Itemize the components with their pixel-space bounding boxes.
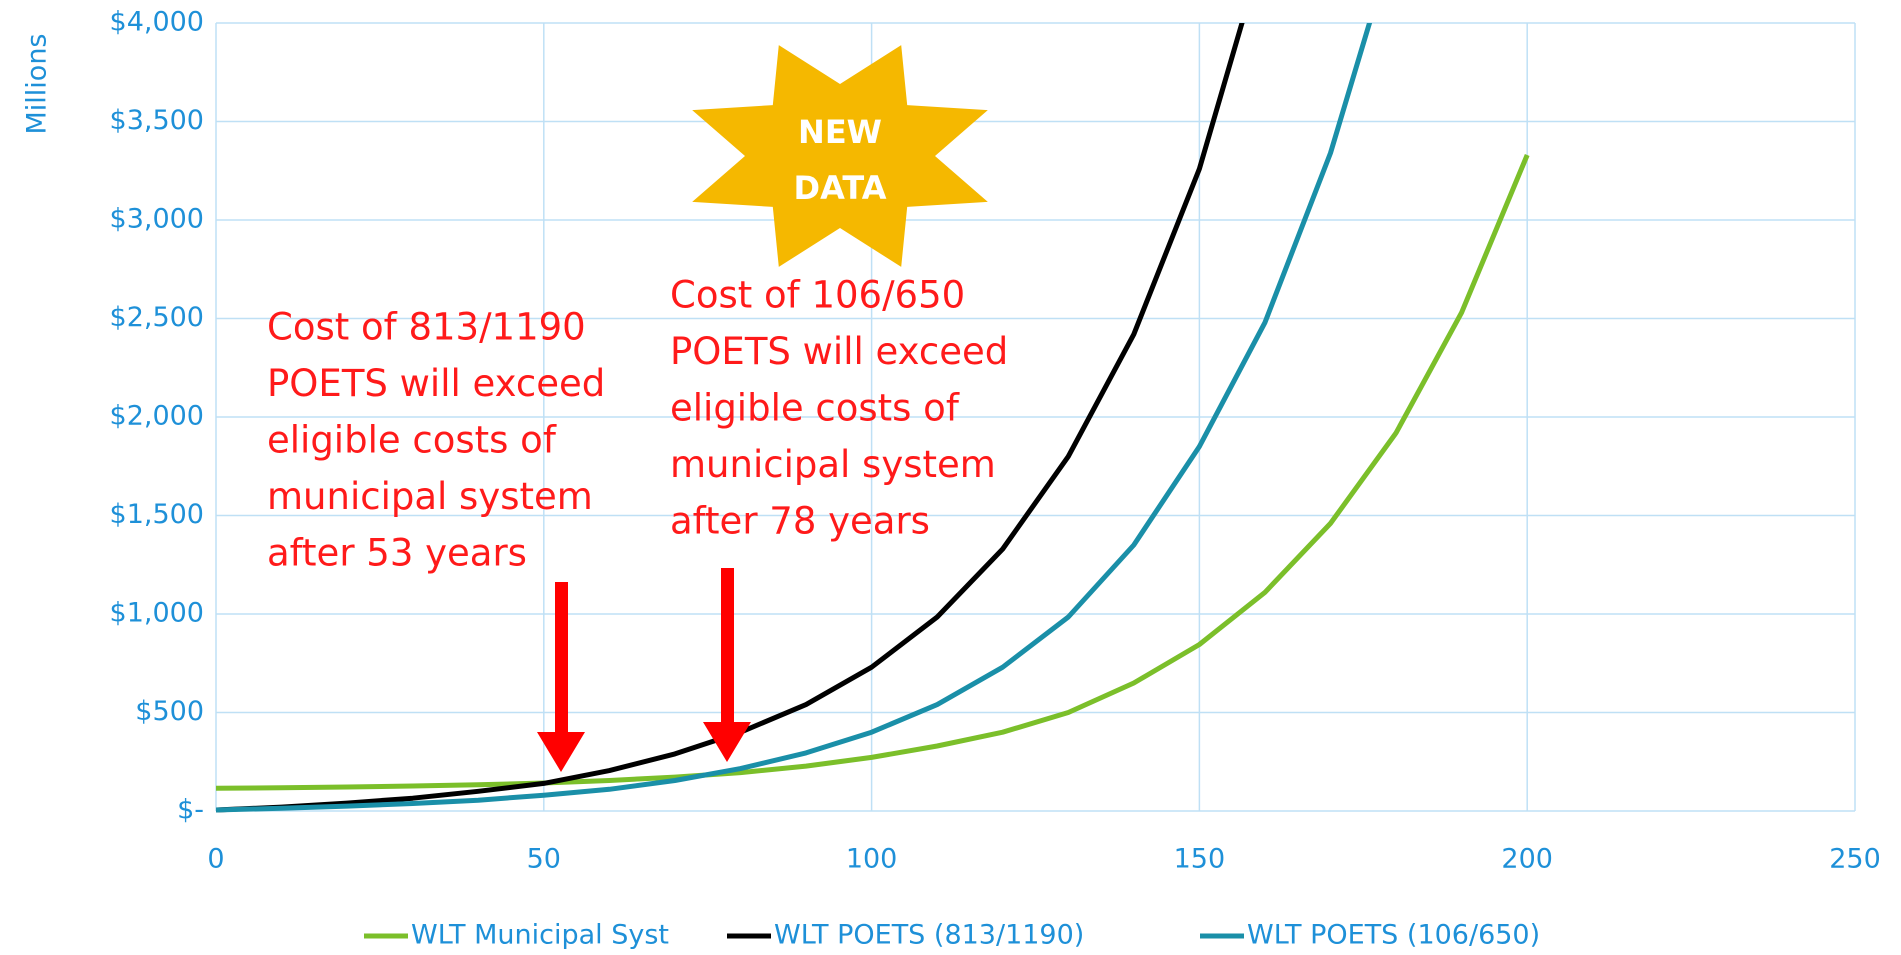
annotation-text: municipal system [267, 475, 593, 518]
x-tick-label: 50 [527, 844, 561, 875]
y-tick-label: $3,000 [110, 204, 204, 235]
legend-label: WLT POETS (106/650) [1247, 920, 1540, 951]
arrow [703, 568, 751, 762]
y-tick-label: $500 [135, 696, 204, 727]
annotation-text: POETS will exceed [670, 330, 1008, 373]
annotation-text: municipal system [670, 443, 996, 486]
badge-text: DATA [794, 169, 887, 207]
x-tick-label: 200 [1501, 844, 1553, 875]
x-tick-label: 250 [1829, 844, 1881, 875]
y-tick-label: $3,500 [110, 105, 204, 136]
y-tick-label: $1,500 [110, 499, 204, 530]
x-tick-label: 0 [207, 844, 224, 875]
legend-label: WLT POETS (813/1190) [774, 920, 1084, 951]
annotation-text: Cost of 106/650 [670, 274, 965, 317]
annotations: Cost of 813/1190 POETS will exceed eligibl… [267, 113, 1008, 575]
star-badge [692, 45, 988, 267]
arrow [537, 582, 585, 772]
annotation-text: eligible costs of [267, 419, 557, 462]
annotation-text: eligible costs of [670, 387, 960, 430]
annotation-text: POETS will exceed [267, 362, 605, 405]
legend-label: WLT Municipal Syst [411, 920, 669, 951]
y-tick-label: $4,000 [110, 7, 204, 38]
y-tick-label: $2,000 [110, 401, 204, 432]
legend: WLT Municipal Syst WLT POETS (813/1190) WL… [364, 920, 1540, 951]
annotation-text: Cost of 813/1190 [267, 306, 586, 349]
annotation-text: after 78 years [670, 500, 930, 543]
series-line [216, 23, 1373, 813]
y-tick-label: $- [177, 795, 204, 826]
badge-text: NEW [798, 113, 882, 151]
series-line [216, 154, 1530, 791]
x-tick-label: 150 [1174, 844, 1226, 875]
x-tick-label: 100 [846, 844, 898, 875]
y-tick-label: $2,500 [110, 302, 204, 333]
y-tick-label: $1,000 [110, 598, 204, 629]
y-axis-label: Millions [22, 34, 53, 135]
grid: $- $500 $1,000 $1,500 $2,000 $2,500 $3,000 $3,5… [110, 7, 1881, 875]
annotation-text: after 53 years [267, 532, 527, 575]
